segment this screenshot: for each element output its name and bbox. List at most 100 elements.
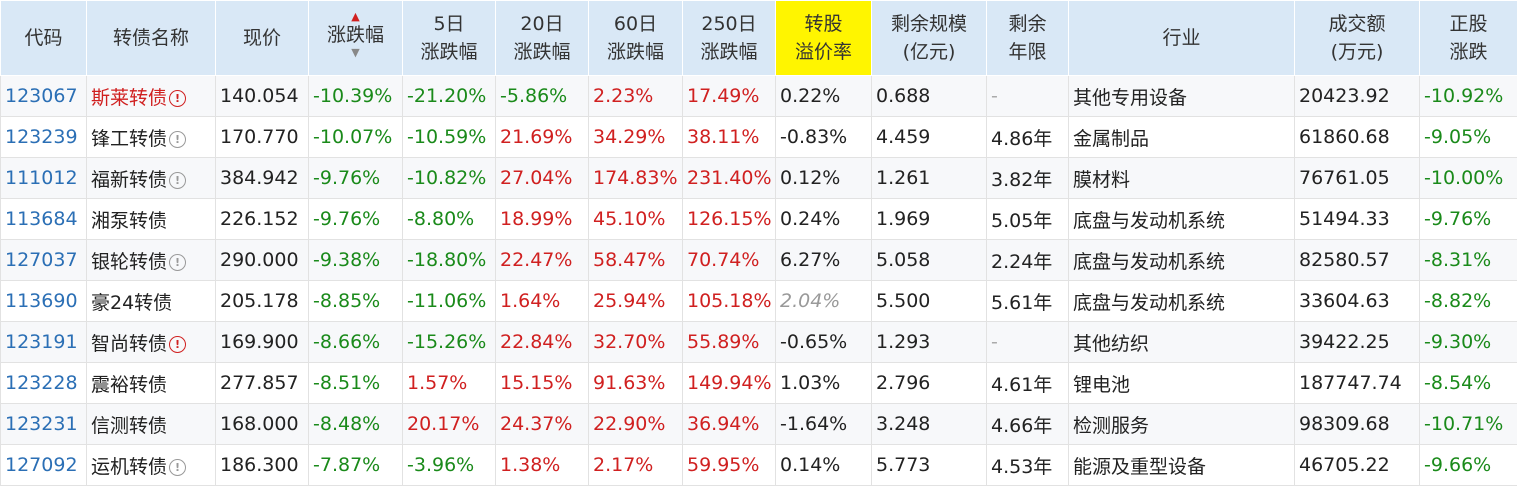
change-60d: 174.83%	[588, 157, 683, 199]
stock-change: -10.00%	[1419, 157, 1517, 199]
premium-rate: -0.83%	[775, 116, 872, 158]
bond-code[interactable]: 113684	[0, 198, 87, 240]
col-5d[interactable]: 5日 涨跌幅	[402, 0, 496, 76]
price: 186.300	[215, 444, 309, 486]
col-premium[interactable]: 转股 溢价率	[775, 0, 872, 76]
price: 277.857	[215, 362, 309, 404]
remaining-scale: 1.261	[871, 157, 987, 199]
table-row[interactable]: 113684 湘泵转债 226.152 -9.76% -8.80% 18.99% 45.10…	[0, 198, 1517, 240]
bond-name-label: 信测转债	[91, 414, 168, 437]
table-row[interactable]: 123191 智尚转债! 169.900 -8.66% -15.26% 22.84% 32.…	[0, 321, 1517, 363]
change-5d: -15.26%	[402, 321, 496, 363]
bond-code[interactable]: 123231	[0, 403, 87, 445]
col-20d[interactable]: 20日 涨跌幅	[495, 0, 589, 76]
bond-code[interactable]: 113690	[0, 280, 87, 322]
bond-name[interactable]: 福新转债!	[86, 157, 216, 199]
volume: 187747.74	[1294, 362, 1420, 404]
change-5d: -21.20%	[402, 75, 496, 117]
stock-change: -9.66%	[1419, 444, 1517, 486]
change: -9.76%	[308, 157, 403, 199]
col-chg[interactable]: ▲ 涨跌幅 ▼	[308, 0, 403, 76]
volume: 51494.33	[1294, 198, 1420, 240]
price: 205.178	[215, 280, 309, 322]
remaining-years: -	[986, 321, 1069, 363]
stock-change: -9.30%	[1419, 321, 1517, 363]
industry: 金属制品	[1068, 116, 1295, 158]
col-stock-chg[interactable]: 正股 涨跌	[1419, 0, 1517, 76]
col-price[interactable]: 现价	[215, 0, 309, 76]
bond-code[interactable]: 123239	[0, 116, 87, 158]
premium-rate: 6.27%	[775, 239, 872, 281]
industry: 锂电池	[1068, 362, 1295, 404]
remaining-scale: 5.058	[871, 239, 987, 281]
change-20d: 22.47%	[495, 239, 589, 281]
table-row[interactable]: 127037 银轮转债! 290.000 -9.38% -18.80% 22.47% 58.…	[0, 239, 1517, 281]
warning-icon[interactable]: !	[169, 171, 187, 189]
col-scale[interactable]: 剩余规模 (亿元)	[871, 0, 987, 76]
warning-icon[interactable]: !	[169, 130, 187, 148]
bond-name[interactable]: 斯莱转债!	[86, 75, 216, 117]
change: -10.07%	[308, 116, 403, 158]
change-20d: 18.99%	[495, 198, 589, 240]
table-row[interactable]: 123231 信测转债 168.000 -8.48% 20.17% 24.37% 22.90…	[0, 403, 1517, 445]
remaining-scale: 1.969	[871, 198, 987, 240]
table-row[interactable]: 123067 斯莱转债! 140.054 -10.39% -21.20% -5.86% 2.…	[0, 75, 1517, 117]
change-5d: 1.57%	[402, 362, 496, 404]
col-industry[interactable]: 行业	[1068, 0, 1295, 76]
change-20d: 27.04%	[495, 157, 589, 199]
price: 170.770	[215, 116, 309, 158]
warning-icon[interactable]: !	[169, 335, 187, 353]
table-row[interactable]: 127092 运机转债! 186.300 -7.87% -3.96% 1.38% 2.17%…	[0, 444, 1517, 486]
bond-name[interactable]: 智尚转债!	[86, 321, 216, 363]
bond-code[interactable]: 123067	[0, 75, 87, 117]
volume: 82580.57	[1294, 239, 1420, 281]
warning-icon[interactable]: !	[169, 458, 187, 476]
change: -7.87%	[308, 444, 403, 486]
stock-change: -8.54%	[1419, 362, 1517, 404]
remaining-years: 4.53年	[986, 444, 1069, 486]
premium-rate: 0.14%	[775, 444, 872, 486]
bond-code[interactable]: 123191	[0, 321, 87, 363]
premium-rate: 2.04%	[775, 280, 872, 322]
bond-code[interactable]: 127037	[0, 239, 87, 281]
bond-code[interactable]: 127092	[0, 444, 87, 486]
col-years[interactable]: 剩余 年限	[986, 0, 1069, 76]
volume: 76761.05	[1294, 157, 1420, 199]
change-20d: 1.38%	[495, 444, 589, 486]
bond-name-label: 运机转债	[91, 455, 168, 478]
bond-name[interactable]: 运机转债!	[86, 444, 216, 486]
volume: 20423.92	[1294, 75, 1420, 117]
col-volume[interactable]: 成交额 (万元)	[1294, 0, 1420, 76]
col-250d[interactable]: 250日 涨跌幅	[682, 0, 776, 76]
bond-code[interactable]: 123228	[0, 362, 87, 404]
change-250d: 59.95%	[682, 444, 776, 486]
change-20d: 21.69%	[495, 116, 589, 158]
bond-name[interactable]: 银轮转债!	[86, 239, 216, 281]
bond-name[interactable]: 信测转债	[86, 403, 216, 445]
premium-rate: -0.65%	[775, 321, 872, 363]
warning-icon[interactable]: !	[169, 253, 187, 271]
industry: 底盘与发动机系统	[1068, 198, 1295, 240]
table-row[interactable]: 123239 锋工转债! 170.770 -10.07% -10.59% 21.69% 34…	[0, 116, 1517, 158]
bond-name[interactable]: 湘泵转债	[86, 198, 216, 240]
bond-name[interactable]: 豪24转债	[86, 280, 216, 322]
remaining-scale: 5.500	[871, 280, 987, 322]
change: -8.48%	[308, 403, 403, 445]
col-60d[interactable]: 60日 涨跌幅	[588, 0, 683, 76]
col-name[interactable]: 转债名称	[86, 0, 216, 76]
warning-icon[interactable]: !	[169, 89, 187, 107]
table-row[interactable]: 123228 震裕转债 277.857 -8.51% 1.57% 15.15% 91.63%…	[0, 362, 1517, 404]
bond-name[interactable]: 锋工转债!	[86, 116, 216, 158]
change-60d: 2.23%	[588, 75, 683, 117]
change: -9.76%	[308, 198, 403, 240]
col-code[interactable]: 代码	[0, 0, 87, 76]
table-row[interactable]: 113690 豪24转债 205.178 -8.85% -11.06% 1.64% 25.9…	[0, 280, 1517, 322]
industry: 能源及重型设备	[1068, 444, 1295, 486]
remaining-years: 5.61年	[986, 280, 1069, 322]
bond-code[interactable]: 111012	[0, 157, 87, 199]
change: -10.39%	[308, 75, 403, 117]
bond-name[interactable]: 震裕转债	[86, 362, 216, 404]
industry: 膜材料	[1068, 157, 1295, 199]
table-row[interactable]: 111012 福新转债! 384.942 -9.76% -10.82% 27.04% 174…	[0, 157, 1517, 199]
